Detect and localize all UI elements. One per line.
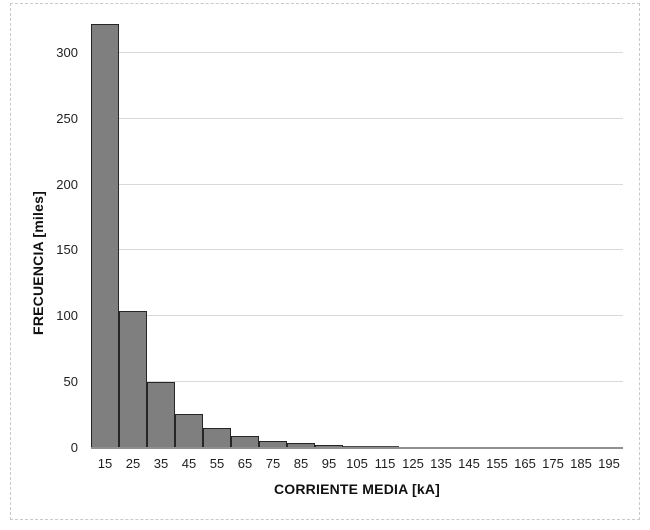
x-tick-labels-group: 15 25 35 45 55 65 75 85 95 105 115 125 135 145 155 165 1… — [91, 456, 623, 471]
x-tick-label-75: 75 — [265, 456, 281, 471]
x-axis-line — [91, 447, 623, 449]
x-tick-label-115: 115 — [374, 456, 396, 471]
bar-column-85 — [287, 20, 315, 448]
y-tick-label-200: 200 — [56, 176, 78, 192]
x-tick-label-125: 125 — [402, 456, 424, 471]
x-tick-label-135: 135 — [430, 456, 452, 471]
bar-column-115 — [371, 20, 399, 448]
x-tick-label-95: 95 — [321, 456, 337, 471]
bar-column-15 — [91, 20, 119, 448]
bar-column-175 — [539, 20, 567, 448]
x-tick-label-85: 85 — [293, 456, 309, 471]
gridline-100 — [91, 315, 623, 317]
bar-25 — [119, 311, 147, 448]
gridline-300 — [91, 51, 623, 53]
gridline-50 — [91, 381, 623, 383]
bar-column-25 — [119, 20, 147, 448]
x-tick-label-55: 55 — [209, 456, 225, 471]
y-tick-label-50: 50 — [63, 374, 78, 390]
x-tick-label-145: 145 — [458, 456, 480, 471]
bar-35 — [147, 382, 175, 448]
x-tick-label-165: 165 — [514, 456, 536, 471]
x-tick-label-195: 195 — [598, 456, 620, 471]
bar-55 — [203, 428, 231, 448]
gridline-150 — [91, 249, 623, 251]
y-tick-label-300: 300 — [56, 44, 78, 60]
x-tick-label-25: 25 — [125, 456, 141, 471]
x-tick-label-175: 175 — [542, 456, 564, 471]
bar-column-155 — [483, 20, 511, 448]
plot-area — [91, 20, 623, 449]
bar-column-55 — [203, 20, 231, 448]
x-tick-label-185: 185 — [570, 456, 592, 471]
x-axis-title: CORRIENTE MEDIA [kA] — [273, 481, 441, 497]
y-tick-label-150: 150 — [56, 242, 78, 258]
x-tick-label-45: 45 — [181, 456, 197, 471]
bar-column-65 — [231, 20, 259, 448]
bar-column-35 — [147, 20, 175, 448]
x-tick-label-15: 15 — [97, 456, 113, 471]
bar-45 — [175, 413, 203, 448]
bar-column-125 — [399, 20, 427, 448]
bar-column-135 — [427, 20, 455, 448]
bar-column-95 — [315, 20, 343, 448]
bars-group — [91, 20, 623, 448]
y-tick-label-100: 100 — [56, 308, 78, 324]
y-tick-label-250: 250 — [56, 110, 78, 126]
gridline-250 — [91, 117, 623, 119]
gridline-200 — [91, 183, 623, 185]
bar-column-185 — [567, 20, 595, 448]
bar-column-195 — [595, 20, 623, 448]
bar-column-75 — [259, 20, 287, 448]
bar-column-105 — [343, 20, 371, 448]
bar-column-45 — [175, 20, 203, 448]
bar-15 — [91, 23, 119, 448]
bar-column-165 — [511, 20, 539, 448]
bar-column-145 — [455, 20, 483, 448]
x-tick-label-105: 105 — [346, 456, 368, 471]
x-tick-label-35: 35 — [153, 456, 169, 471]
x-tick-label-65: 65 — [237, 456, 253, 471]
x-tick-label-155: 155 — [486, 456, 508, 471]
y-tick-label-0: 0 — [70, 440, 78, 455]
